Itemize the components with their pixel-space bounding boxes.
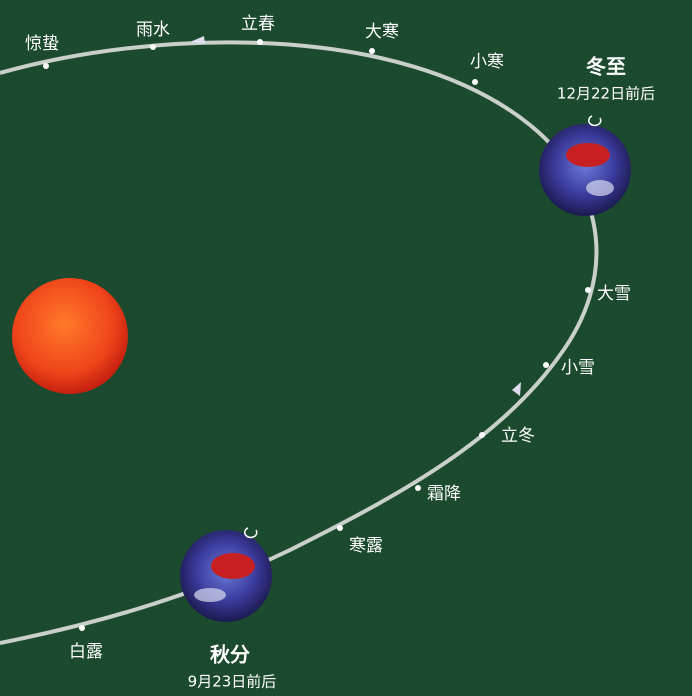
sun [12,278,128,394]
term-label: 寒露 [349,536,383,556]
term-label: 白露 [69,642,103,662]
term-label: 雨水 [136,20,170,40]
term-label: 小雪 [561,358,595,378]
term-label: 大寒 [365,22,399,42]
term-label: 冬至 [586,55,626,79]
orbit-arrow [190,36,205,44]
term-label: 大雪 [597,284,631,304]
term-date: 9月23日前后 [188,673,277,691]
term-label: 立春 [241,14,275,34]
term-label: 秋分 [210,643,250,667]
term-label: 惊蛰 [25,34,59,54]
earth [539,115,631,216]
term-label: 小寒 [470,52,504,72]
term-date: 12月22日前后 [557,85,655,103]
orbit-arrow [512,382,521,396]
term-label: 霜降 [427,484,461,504]
earth [180,527,272,622]
term-dots [43,39,591,631]
term-label: 立冬 [501,426,535,446]
